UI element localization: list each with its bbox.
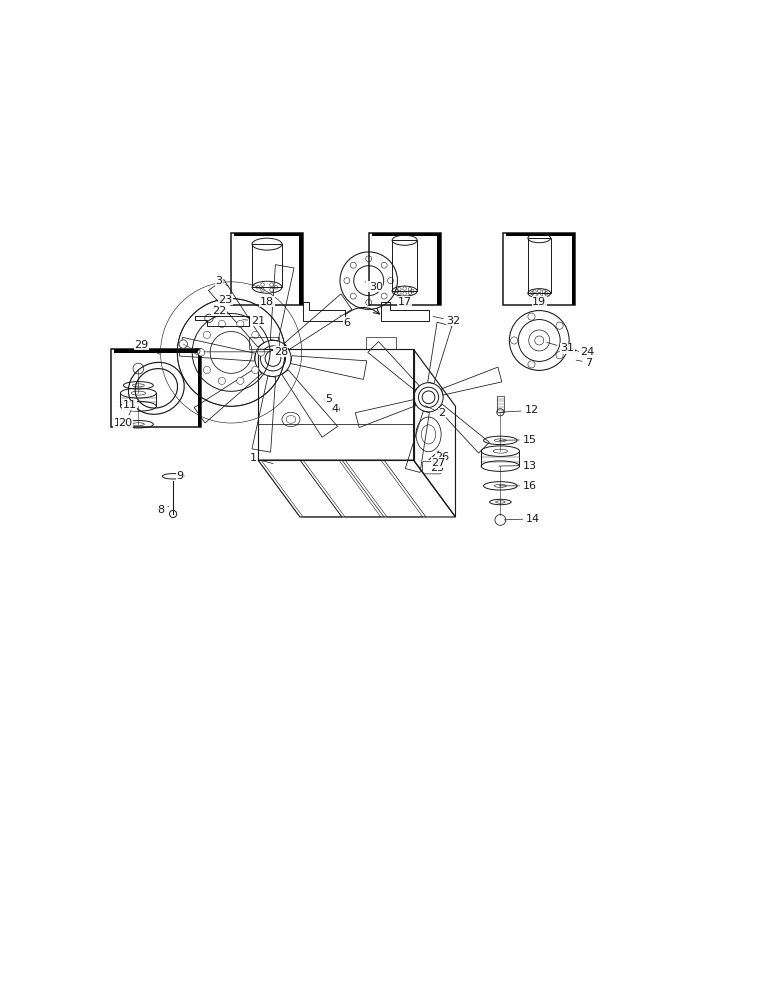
Circle shape (388, 278, 394, 284)
Text: 2: 2 (425, 406, 445, 418)
Text: 7: 7 (576, 358, 592, 368)
Text: 4: 4 (331, 404, 338, 414)
Bar (198, 352, 201, 427)
Bar (300, 236, 303, 305)
Bar (111, 349, 201, 427)
Bar (496, 396, 504, 412)
Circle shape (528, 313, 535, 320)
Text: 10: 10 (113, 418, 131, 428)
Text: 11: 11 (123, 400, 137, 410)
Text: 5: 5 (325, 394, 332, 404)
Circle shape (344, 278, 350, 284)
Circle shape (510, 337, 518, 344)
Bar (231, 233, 303, 305)
Bar (252, 244, 282, 287)
Bar (249, 337, 279, 349)
Text: 27: 27 (432, 458, 446, 468)
Bar (114, 349, 201, 353)
Text: 25: 25 (431, 463, 445, 473)
Circle shape (198, 349, 205, 356)
Circle shape (179, 340, 188, 348)
Text: 6: 6 (340, 315, 350, 328)
Bar (366, 337, 396, 349)
Bar (234, 233, 303, 236)
Text: 14: 14 (504, 514, 540, 524)
Text: 17: 17 (398, 297, 411, 307)
Text: 13: 13 (499, 461, 537, 471)
Circle shape (237, 320, 244, 328)
Bar (506, 233, 575, 236)
Bar (503, 233, 575, 305)
Circle shape (257, 349, 265, 356)
Text: 19: 19 (532, 297, 547, 307)
Bar (528, 238, 550, 293)
Circle shape (218, 377, 225, 384)
Text: 30: 30 (365, 282, 383, 292)
Circle shape (366, 256, 372, 262)
Circle shape (381, 293, 388, 299)
Circle shape (237, 377, 244, 384)
Text: 31: 31 (547, 342, 574, 353)
Text: 20: 20 (118, 410, 132, 428)
Circle shape (556, 352, 563, 359)
Text: 32: 32 (433, 316, 461, 326)
Text: 21: 21 (243, 316, 265, 326)
Circle shape (203, 366, 211, 374)
Circle shape (556, 322, 563, 329)
Circle shape (528, 361, 535, 368)
Bar (372, 233, 441, 236)
Bar (392, 240, 417, 291)
Circle shape (252, 366, 259, 374)
Text: 29: 29 (134, 340, 160, 354)
Circle shape (366, 299, 372, 305)
Circle shape (218, 320, 225, 328)
Circle shape (381, 262, 388, 268)
Text: 12: 12 (501, 405, 539, 415)
Text: 22: 22 (207, 306, 226, 316)
Text: 18: 18 (260, 297, 274, 307)
Text: 1: 1 (250, 453, 273, 464)
Circle shape (350, 293, 356, 299)
Text: 28: 28 (204, 347, 288, 357)
Circle shape (350, 262, 356, 268)
Text: 8: 8 (157, 505, 169, 515)
Circle shape (203, 331, 211, 338)
Text: 9: 9 (177, 471, 184, 481)
Text: 3: 3 (215, 276, 229, 286)
Bar (437, 236, 441, 305)
Text: 26: 26 (435, 452, 449, 462)
Bar (369, 233, 441, 305)
Text: 15: 15 (499, 435, 537, 445)
Text: 24: 24 (572, 347, 594, 357)
Bar (571, 236, 575, 305)
Circle shape (252, 331, 259, 338)
Text: 16: 16 (499, 481, 537, 491)
Text: 23: 23 (215, 295, 232, 306)
